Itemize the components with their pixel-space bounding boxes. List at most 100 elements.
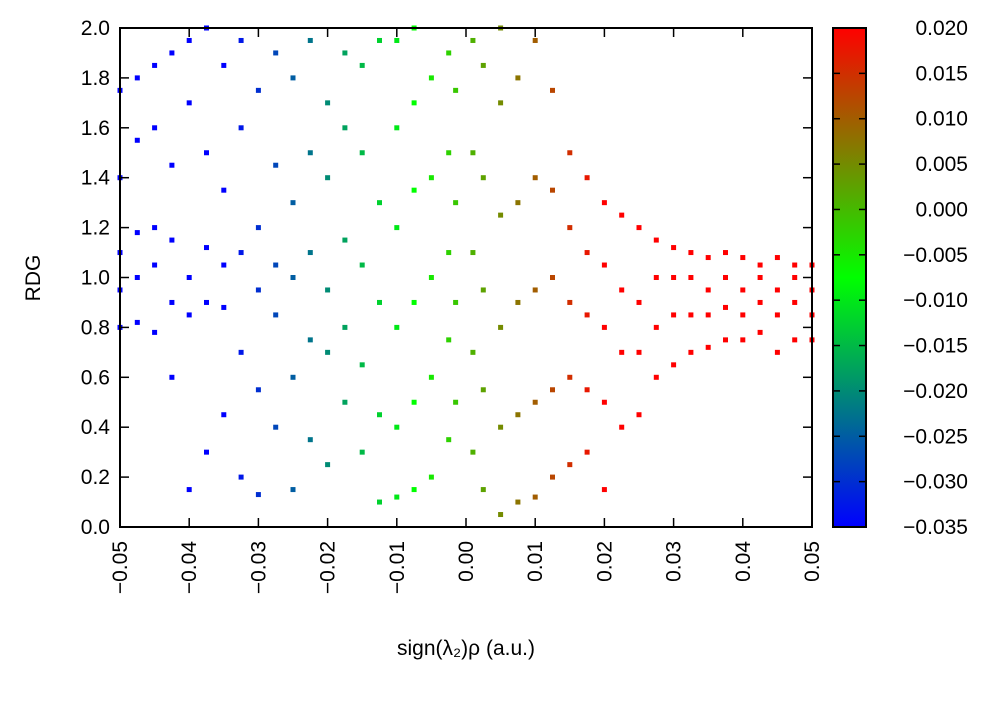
point — [498, 424, 504, 430]
point — [636, 412, 642, 418]
point — [169, 299, 175, 305]
y-tick-label: 1.0 — [81, 267, 110, 290]
point — [567, 150, 573, 156]
point — [377, 37, 382, 43]
point — [688, 349, 694, 355]
point — [394, 37, 400, 43]
point — [446, 250, 452, 256]
point — [446, 437, 452, 443]
point — [515, 412, 521, 418]
point — [428, 374, 434, 380]
point — [377, 299, 382, 305]
point — [394, 424, 400, 430]
point — [636, 299, 642, 305]
point — [411, 100, 417, 106]
y-tick-label: 0.6 — [81, 366, 110, 389]
point — [584, 175, 590, 181]
y-tick-label: 1.2 — [81, 217, 110, 240]
point — [532, 287, 538, 293]
point — [359, 150, 365, 156]
colorbar-tick-label: −0.005 — [903, 244, 968, 267]
point — [204, 299, 209, 305]
point — [394, 125, 400, 131]
point — [290, 487, 296, 493]
y-tick-label: 1.4 — [81, 167, 111, 190]
x-tick-label: 0.02 — [593, 541, 616, 582]
colorbar-tick-label: 0.005 — [915, 153, 968, 176]
point — [619, 212, 625, 218]
point — [273, 424, 279, 430]
point — [550, 187, 555, 193]
point — [723, 250, 728, 256]
point — [307, 337, 313, 343]
colorbar-tick-label: 0.015 — [915, 62, 968, 85]
y-axis-label: RDG — [22, 255, 45, 302]
point — [152, 225, 158, 231]
point — [550, 87, 555, 93]
point — [453, 299, 459, 305]
colorbar-tick-label: −0.015 — [903, 335, 968, 358]
y-tick-label: 0.2 — [81, 466, 110, 489]
point — [290, 374, 296, 380]
point — [470, 449, 476, 455]
point — [567, 299, 573, 305]
point — [470, 250, 476, 256]
point — [134, 319, 140, 325]
colorbar-tick-label: −0.035 — [903, 516, 968, 539]
colorbar-tick-label: 0.010 — [915, 108, 968, 131]
point — [601, 487, 607, 493]
point — [307, 150, 313, 156]
point — [453, 87, 459, 93]
point — [515, 75, 521, 81]
point — [411, 299, 417, 305]
point — [273, 162, 279, 168]
point — [204, 245, 209, 251]
point — [757, 275, 763, 280]
point — [152, 329, 158, 335]
point — [705, 344, 711, 350]
point — [273, 312, 279, 318]
x-tick-label: −0.03 — [247, 541, 270, 594]
point — [255, 87, 261, 93]
y-tick-label: 0.0 — [81, 516, 110, 539]
point — [394, 324, 400, 330]
point — [152, 125, 158, 131]
point — [653, 374, 659, 380]
point — [601, 200, 607, 206]
x-tick-label: 0.05 — [801, 541, 824, 582]
point — [757, 299, 763, 305]
point — [446, 337, 452, 343]
point — [394, 225, 400, 231]
point — [307, 437, 313, 443]
point — [671, 362, 677, 368]
point — [186, 37, 192, 43]
point — [584, 449, 590, 455]
point — [532, 37, 538, 43]
point — [567, 374, 573, 380]
point — [255, 225, 261, 231]
y-tick-label: 2.0 — [81, 17, 110, 40]
point — [134, 230, 140, 236]
point — [255, 387, 261, 393]
x-tick-label: −0.02 — [317, 541, 340, 594]
point — [792, 275, 798, 280]
point — [325, 462, 331, 468]
point — [428, 275, 434, 280]
point — [238, 250, 244, 256]
point — [221, 187, 227, 193]
point — [169, 237, 175, 243]
point — [792, 337, 798, 343]
point — [342, 399, 348, 405]
point — [394, 494, 400, 500]
point — [480, 487, 486, 493]
point — [723, 337, 728, 343]
point — [377, 412, 382, 418]
point — [688, 312, 694, 318]
colorbar-tick-label: −0.030 — [903, 471, 968, 494]
point — [740, 287, 746, 293]
colorbar-tick-label: 0.020 — [915, 17, 968, 40]
point — [359, 362, 365, 368]
point — [359, 449, 365, 455]
point — [498, 212, 504, 218]
point — [584, 312, 590, 318]
